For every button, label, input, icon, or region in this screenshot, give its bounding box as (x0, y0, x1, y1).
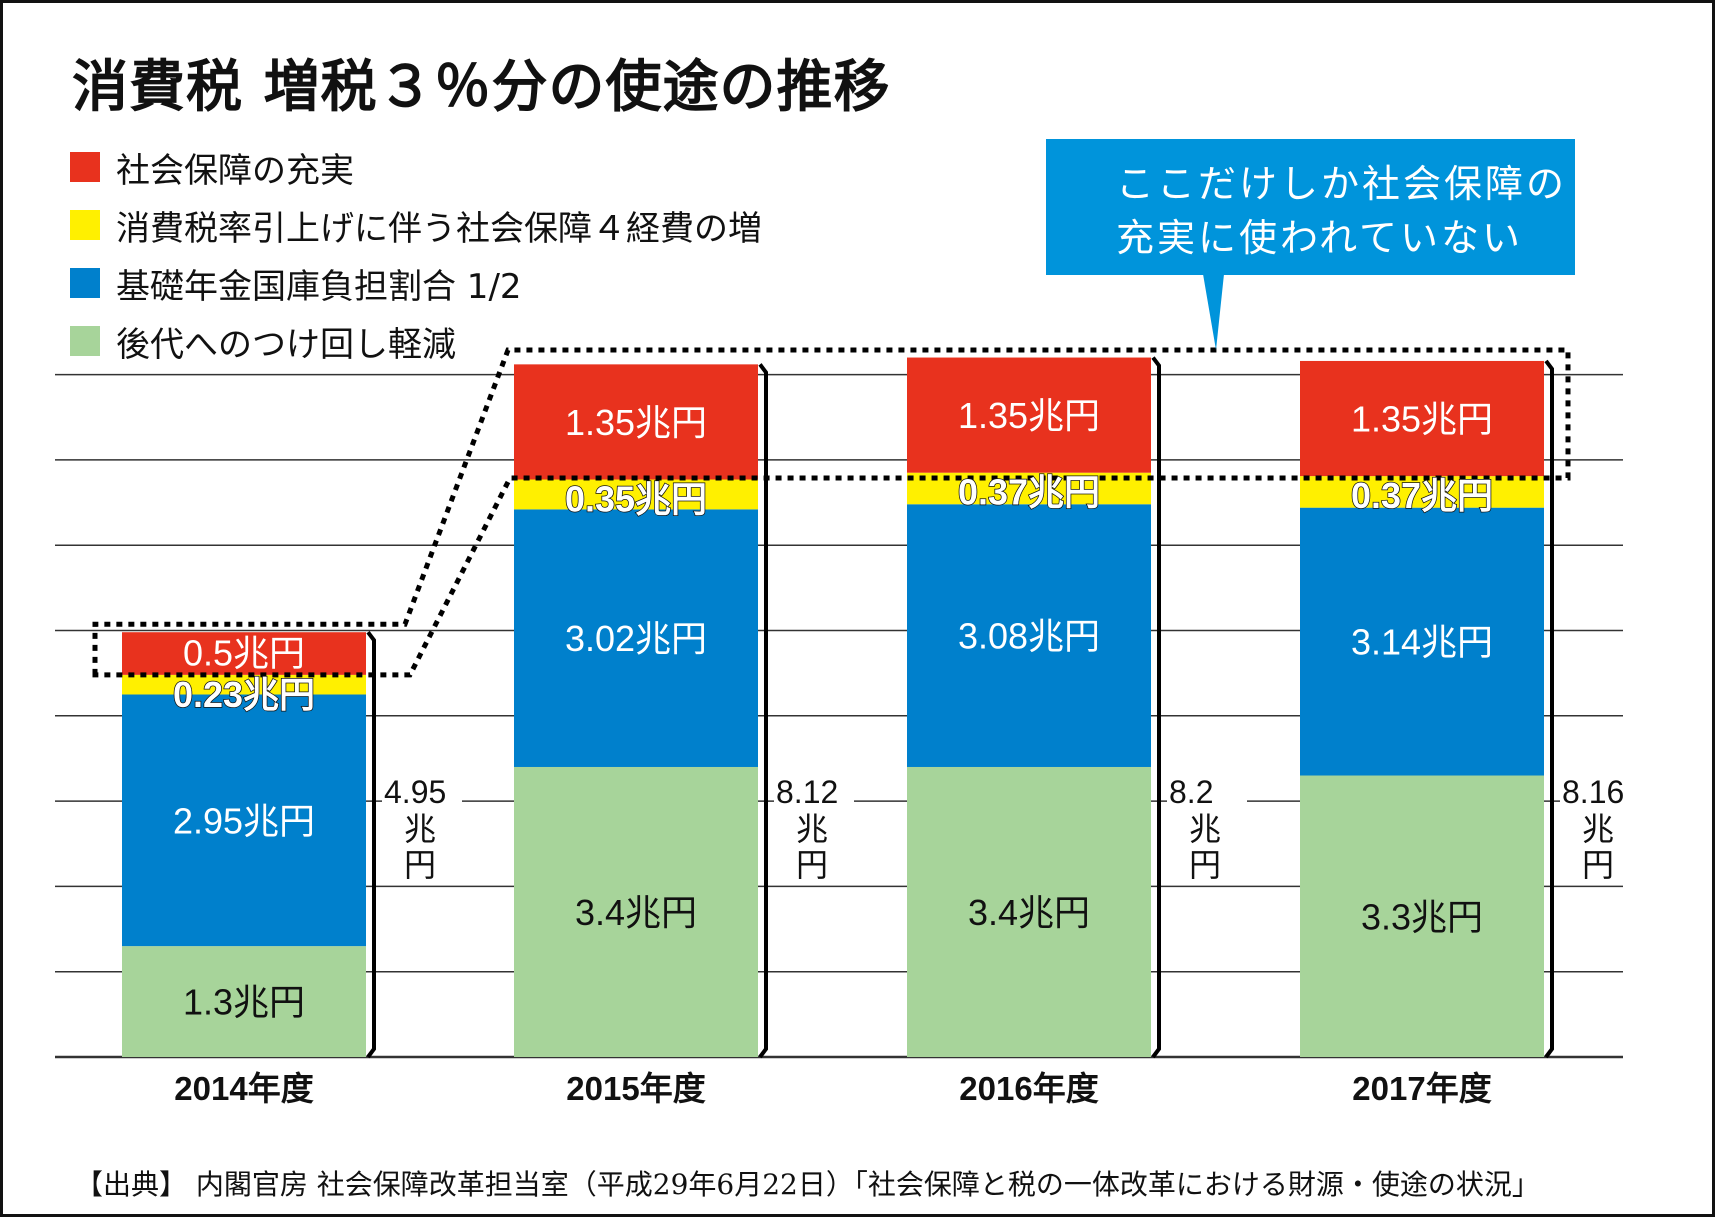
legend-label: 消費税率引上げに伴う社会保障４経費の増 (116, 208, 762, 249)
legend-swatch-yellow (70, 210, 100, 240)
total-value: 8.12 (776, 774, 838, 810)
bar-segment (122, 674, 366, 695)
total-bracket (366, 631, 376, 1059)
bar-value-label: 1.35兆円 (565, 402, 707, 443)
source-citation: 【出典】 内閣官房 社会保障改革担当室（平成29年6月22日）「社会保障と税の一… (75, 1168, 1540, 1201)
legend-label: 基礎年金国庫負担割合 1/2 (116, 266, 522, 307)
bar-segment (514, 364, 758, 480)
bar-segment (1300, 476, 1544, 508)
legend: 社会保障の充実 消費税率引上げに伴う社会保障４経費の増 基礎年金国庫負担割合 1… (70, 138, 762, 370)
legend-item-basic-pension: 基礎年金国庫負担割合 1/2 (70, 254, 762, 312)
bar-value-label: 3.4兆円 (968, 892, 1090, 933)
callout-line-2: 充実に使われていない (1116, 216, 1523, 260)
bar-segment (514, 766, 758, 1057)
bar-value-label: 3.14兆円 (1351, 622, 1493, 663)
total-value: 8.16 (1562, 774, 1624, 810)
chart-title: 消費税 増税３％分の使途の推移 (72, 55, 891, 120)
total-unit-cho: 兆 (1189, 811, 1221, 847)
legend-item-social-security-enhancement: 社会保障の充実 (70, 138, 762, 196)
legend-swatch-red (70, 152, 100, 182)
bar-stack (907, 357, 1151, 1057)
bar-stack (514, 364, 758, 1057)
bar-value-label: 3.02兆円 (565, 618, 707, 659)
x-axis-label: 2016年度 (959, 1070, 1098, 1107)
total-bracket (1151, 356, 1161, 1059)
bar-value-label: 1.35兆円 (1351, 399, 1493, 440)
legend-label: 社会保障の充実 (116, 150, 354, 191)
total-bracket (1544, 359, 1554, 1059)
total-label-background (1560, 768, 1640, 880)
legend-label: 後代へのつけ回し軽減 (116, 324, 456, 365)
bar-value-label: 3.3兆円 (1361, 896, 1483, 937)
callout-tail (1203, 274, 1224, 350)
total-value: 4.95 (384, 774, 446, 810)
bar-segment (907, 766, 1151, 1057)
legend-swatch-blue (70, 268, 100, 298)
x-axis-label: 2015年度 (566, 1070, 705, 1107)
total-unit-cho: 兆 (1582, 811, 1614, 847)
total-unit-cho: 兆 (404, 811, 436, 847)
total-label-background (1167, 768, 1247, 880)
bar-segment (122, 694, 366, 947)
total-unit-en: 円 (1582, 847, 1614, 883)
bar-value-label: 1.35兆円 (958, 395, 1100, 436)
bar-value-label: 0.5兆円 (183, 633, 305, 674)
bar-segment (907, 357, 1151, 473)
x-axis-labels: 2014年度 2015年度 2016年度 2017年度 (174, 1070, 1491, 1107)
bar-stack (122, 632, 366, 1057)
bar-segment (122, 632, 366, 675)
total-label-background (382, 768, 462, 880)
callout-box: ここだけしか社会保障の 充実に使われていない (1046, 139, 1575, 275)
total-unit-cho: 兆 (796, 811, 828, 847)
bar-value-label: 1.3兆円 (183, 982, 305, 1023)
bar-stack (1300, 360, 1544, 1057)
total-unit-en: 円 (1189, 847, 1221, 883)
bar-segment (907, 504, 1151, 767)
bar-value-label: 3.08兆円 (958, 616, 1100, 657)
bar-value-label: 0.35兆円 (565, 479, 707, 520)
bar-segment (1300, 775, 1544, 1057)
bar-value-label: 0.37兆円 (1351, 475, 1493, 516)
total-unit-en: 円 (404, 847, 436, 883)
legend-item-future-burden-reduction: 後代へのつけ回し軽減 (70, 312, 762, 370)
bar-segment (514, 509, 758, 767)
x-axis-label: 2017年度 (1352, 1070, 1491, 1107)
x-axis-label: 2014年度 (174, 1070, 313, 1107)
legend-swatch-green (70, 326, 100, 356)
total-value: 8.2 (1169, 774, 1213, 810)
bar-segment (1300, 360, 1544, 477)
bars (122, 357, 1544, 1057)
bar-value-label: 0.37兆円 (958, 472, 1100, 513)
bar-value-label: 0.23兆円 (173, 674, 315, 715)
bar-segment (122, 946, 366, 1057)
callout-line-1: ここだけしか社会保障の (1116, 162, 1568, 206)
total-bracket (758, 363, 768, 1059)
bar-value-label: 2.95兆円 (173, 800, 315, 841)
total-label-background (774, 768, 854, 880)
total-unit-en: 円 (796, 847, 828, 883)
legend-item-four-expenses-increase: 消費税率引上げに伴う社会保障４経費の増 (70, 196, 762, 254)
bar-segment (1300, 507, 1544, 776)
bar-value-label: 3.4兆円 (575, 892, 697, 933)
bar-segment (514, 479, 758, 510)
